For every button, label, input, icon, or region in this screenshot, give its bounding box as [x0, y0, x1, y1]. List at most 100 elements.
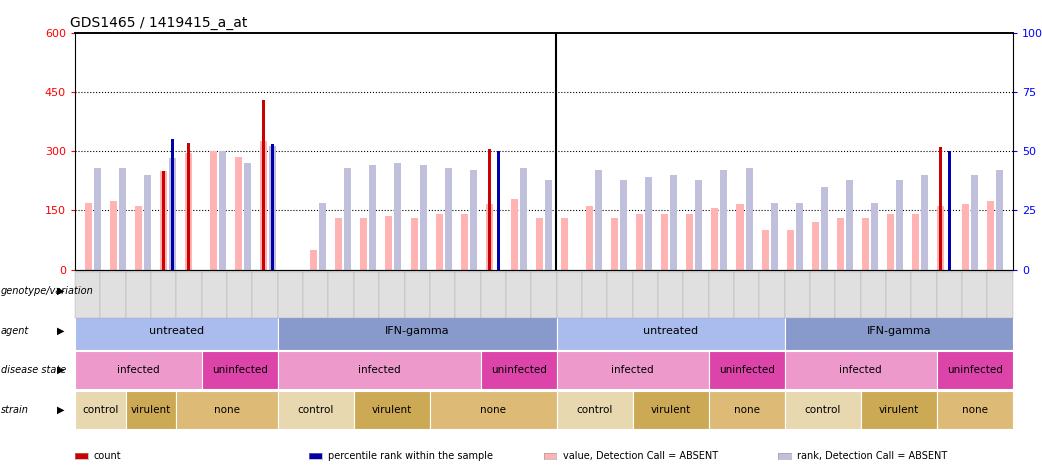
Text: percentile rank within the sample: percentile rank within the sample — [328, 451, 493, 461]
Text: none: none — [480, 405, 506, 415]
Text: uninfected: uninfected — [947, 365, 1002, 375]
Bar — [937, 206, 944, 270]
Text: ▶: ▶ — [57, 286, 65, 296]
Bar — [269, 146, 276, 270]
Text: uninfected: uninfected — [719, 365, 774, 375]
Text: disease state: disease state — [1, 365, 67, 375]
Text: none: none — [962, 405, 988, 415]
Text: IFN-gamma: IFN-gamma — [867, 326, 932, 336]
Bar — [662, 214, 668, 270]
Bar — [862, 219, 869, 270]
Bar — [134, 206, 142, 270]
Text: infected: infected — [612, 365, 654, 375]
Bar — [536, 219, 543, 270]
Text: control: control — [82, 405, 119, 415]
Bar — [887, 214, 894, 270]
Bar — [311, 250, 317, 270]
Bar — [545, 179, 552, 270]
Bar — [962, 205, 969, 270]
Bar — [144, 175, 151, 270]
Bar — [971, 175, 978, 270]
Bar — [771, 203, 777, 270]
Bar — [162, 171, 165, 270]
Text: infected: infected — [840, 365, 883, 375]
Bar — [948, 151, 951, 270]
Text: rank, Detection Call = ABSENT: rank, Detection Call = ABSENT — [797, 451, 947, 461]
Bar — [386, 216, 393, 270]
Bar — [497, 151, 500, 270]
Bar — [796, 203, 802, 270]
Bar — [812, 222, 819, 270]
Bar — [84, 203, 92, 270]
Text: none: none — [734, 405, 760, 415]
Text: control: control — [576, 405, 613, 415]
Bar — [219, 151, 226, 270]
Bar — [488, 149, 491, 270]
Bar — [687, 214, 693, 270]
Text: value, Detection Call = ABSENT: value, Detection Call = ABSENT — [563, 451, 718, 461]
Bar — [187, 143, 190, 270]
Text: IFN-gamma: IFN-gamma — [384, 326, 449, 336]
Bar — [695, 179, 702, 270]
Bar — [370, 166, 376, 270]
Bar — [336, 219, 343, 270]
Bar — [411, 219, 418, 270]
Bar — [209, 151, 217, 270]
Text: none: none — [214, 405, 240, 415]
Text: untreated: untreated — [149, 326, 204, 336]
Bar — [420, 166, 426, 270]
Bar — [344, 168, 351, 270]
Text: infected: infected — [357, 365, 400, 375]
Text: virulent: virulent — [650, 405, 691, 415]
Text: strain: strain — [1, 405, 29, 415]
Bar — [996, 170, 1003, 270]
Bar — [262, 100, 266, 270]
Text: control: control — [298, 405, 334, 415]
Bar — [436, 214, 443, 270]
Bar — [94, 168, 101, 270]
Text: C57BL/6J: C57BL/6J — [759, 285, 811, 298]
Text: virulent: virulent — [131, 405, 171, 415]
Bar — [235, 157, 242, 270]
Bar — [921, 175, 928, 270]
Bar — [871, 203, 878, 270]
Text: virulent: virulent — [878, 405, 919, 415]
Bar — [762, 230, 769, 270]
Text: count: count — [94, 451, 122, 461]
Bar — [720, 170, 727, 270]
Text: GDS1465 / 1419415_a_at: GDS1465 / 1419415_a_at — [71, 16, 248, 30]
Text: virulent: virulent — [372, 405, 412, 415]
Text: uninfected: uninfected — [491, 365, 546, 375]
Bar — [561, 219, 568, 270]
Bar — [361, 219, 368, 270]
Bar — [511, 199, 518, 270]
Bar — [470, 170, 477, 270]
Bar — [787, 230, 794, 270]
Bar — [620, 179, 627, 270]
Text: agent: agent — [1, 326, 29, 336]
Text: infected: infected — [117, 365, 159, 375]
Text: ▶: ▶ — [57, 405, 65, 415]
Text: uninfected: uninfected — [212, 365, 268, 375]
Bar — [611, 219, 618, 270]
Bar — [645, 177, 652, 270]
Bar — [486, 205, 493, 270]
Text: ▶: ▶ — [57, 326, 65, 336]
Bar — [637, 214, 643, 270]
Text: genotype/variation: genotype/variation — [1, 286, 94, 296]
Bar — [184, 153, 192, 270]
Bar — [461, 214, 468, 270]
Bar — [670, 175, 677, 270]
Bar — [171, 140, 174, 270]
Bar — [745, 168, 752, 270]
Bar — [395, 163, 401, 270]
Bar — [244, 163, 251, 270]
Bar — [586, 206, 593, 270]
Bar — [271, 144, 274, 270]
Bar — [169, 158, 176, 270]
Bar — [260, 141, 267, 270]
Bar — [939, 147, 942, 270]
Bar — [109, 200, 117, 270]
Bar — [821, 187, 827, 270]
Bar — [712, 208, 718, 270]
